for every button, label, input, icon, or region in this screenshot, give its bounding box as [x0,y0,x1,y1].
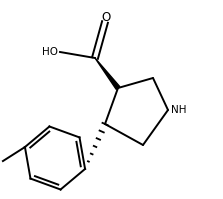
Text: HO: HO [42,47,58,57]
Text: O: O [101,11,111,24]
Text: NH: NH [171,105,186,115]
Polygon shape [95,58,120,89]
